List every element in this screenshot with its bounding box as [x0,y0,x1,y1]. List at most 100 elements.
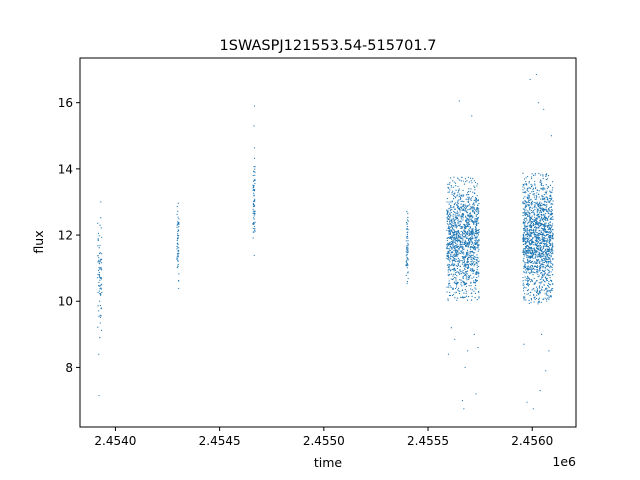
data-point [538,243,541,245]
data-point [474,208,476,210]
data-point [476,200,478,202]
data-point [450,237,452,240]
data-point [548,234,551,237]
data-point [543,201,546,203]
data-point [176,255,178,258]
data-point [457,271,459,273]
data-point [476,298,478,301]
data-point [524,187,526,189]
data-point [472,242,474,244]
data-point [530,301,532,304]
data-point [468,256,470,258]
data-point [451,206,453,208]
data-point [455,278,457,280]
data-point [524,207,526,209]
data-point [549,237,551,239]
data-point [528,233,530,235]
data-point [545,222,547,224]
data-point [530,222,532,224]
data-point [469,269,472,271]
data-point [471,258,473,260]
data-point [532,188,534,191]
data-point [407,240,409,242]
data-point [533,206,535,208]
data-point [534,271,536,274]
data-point [466,214,469,216]
data-point [450,177,452,179]
data-point [475,262,477,264]
data-point [406,282,408,285]
data-point [545,173,548,175]
data-point [464,220,467,222]
data-point [469,253,471,255]
data-point [548,297,550,299]
data-point [530,217,532,220]
data-point [454,208,456,210]
data-point [538,204,540,206]
data-point [524,191,526,193]
data-point [541,208,543,210]
data-point [476,247,478,249]
data-point [530,272,532,274]
data-point [465,233,467,235]
data-point [462,217,464,219]
data-point [525,266,527,268]
data-point [454,192,456,194]
data-point [524,222,526,224]
data-point [533,194,535,196]
data-point [531,231,533,233]
data-point [548,213,550,215]
data-point [550,206,552,208]
data-point [543,263,545,266]
data-point [446,247,448,250]
data-point [176,243,179,245]
data-point [552,250,554,252]
data-point [529,259,531,262]
data-point [464,256,466,258]
data-point [548,286,550,288]
data-point [473,255,475,258]
data-point [522,189,524,191]
data-point [525,217,528,219]
data-point [406,257,409,259]
data-point [478,249,480,251]
data-point [101,292,103,294]
data-point [450,205,452,207]
data-point [472,247,474,249]
data-point [448,282,450,285]
data-point [543,247,545,249]
data-point [549,210,551,212]
data-point [550,213,552,215]
data-point [549,213,551,215]
data-point [476,254,478,256]
data-point [467,238,470,240]
data-point [475,258,477,260]
data-point [463,292,465,294]
data-point [547,216,550,218]
data-point [544,245,546,247]
data-point [447,298,449,300]
data-point [459,270,461,272]
data-point [460,250,462,252]
data-point [544,228,547,230]
data-point [462,212,464,215]
data-point [538,215,541,217]
data-point [462,239,464,241]
data-point [467,350,469,352]
data-point [523,251,525,253]
data-point [448,207,450,209]
data-point [176,248,178,250]
data-point [456,275,458,277]
data-point [552,216,554,218]
data-point [462,219,464,221]
data-point [253,221,255,224]
data-point [466,211,469,214]
data-point [473,246,476,248]
data-point [476,280,479,282]
data-point [533,233,535,235]
data-point [464,283,467,286]
data-point [530,267,532,269]
data-point [468,285,470,287]
data-point [528,187,531,189]
data-point [537,234,539,236]
